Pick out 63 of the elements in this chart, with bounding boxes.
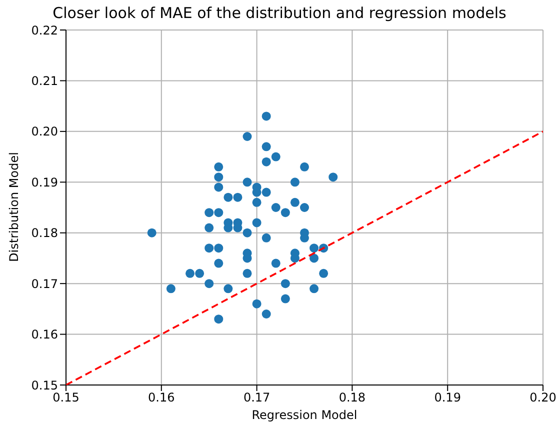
- point: [224, 284, 233, 294]
- point: [204, 244, 214, 253]
- x-tick-label: 0.18: [338, 390, 366, 405]
- y-axis-title: Distribution Model: [7, 152, 21, 262]
- point: [195, 268, 204, 278]
- point: [252, 299, 262, 308]
- point: [186, 268, 195, 278]
- point: [242, 178, 252, 187]
- point: [310, 244, 319, 253]
- point: [290, 178, 300, 187]
- point: [252, 218, 262, 228]
- point: [319, 268, 328, 278]
- point: [328, 172, 338, 182]
- y-tick-label: 0.17: [31, 276, 58, 291]
- y-tick-label: 0.22: [31, 23, 58, 38]
- point: [252, 198, 262, 207]
- y-tick-label: 0.16: [31, 328, 58, 342]
- point: [271, 258, 280, 268]
- point: [271, 203, 280, 212]
- point: [262, 157, 271, 166]
- point: [214, 258, 224, 268]
- point: [204, 223, 214, 232]
- point: [214, 208, 224, 218]
- y-tick-label: 0.15: [31, 378, 58, 392]
- point: [262, 112, 271, 121]
- point: [242, 228, 252, 238]
- point: [271, 152, 280, 162]
- x-tick-label: 0.19: [434, 390, 461, 405]
- point: [166, 284, 176, 294]
- point: [214, 244, 224, 253]
- chart-title: Closer look of MAE of the distribution and regression models: [52, 4, 508, 22]
- point: [214, 314, 224, 324]
- y-tick-label: 0.19: [31, 175, 58, 190]
- point: [262, 233, 271, 242]
- point: [204, 208, 214, 218]
- point: [280, 294, 290, 304]
- point: [310, 254, 319, 263]
- x-tick-label: 0.20: [530, 390, 556, 405]
- point: [233, 192, 242, 202]
- point: [300, 203, 309, 212]
- point: [214, 172, 224, 182]
- x-tick-label: 0.16: [148, 390, 175, 405]
- point: [214, 162, 224, 172]
- point: [280, 279, 290, 288]
- x-axis-title: Regression Model: [250, 408, 358, 422]
- point: [242, 132, 252, 141]
- x-tick-label: 0.15: [52, 390, 80, 405]
- point: [262, 310, 271, 318]
- point: [280, 208, 290, 218]
- point: [262, 188, 271, 197]
- point: [242, 268, 252, 278]
- point: [262, 142, 271, 152]
- point: [310, 284, 319, 294]
- point: [214, 182, 224, 192]
- y-tick-label: 0.20: [31, 124, 58, 139]
- y-tick-label: 0.18: [31, 226, 58, 240]
- point: [224, 192, 233, 202]
- point: [300, 162, 309, 172]
- point: [204, 279, 214, 288]
- point: [147, 228, 156, 238]
- y-tick-label: 0.21: [31, 74, 58, 88]
- point: [290, 198, 300, 207]
- x-tick-label: 0.17: [243, 390, 270, 405]
